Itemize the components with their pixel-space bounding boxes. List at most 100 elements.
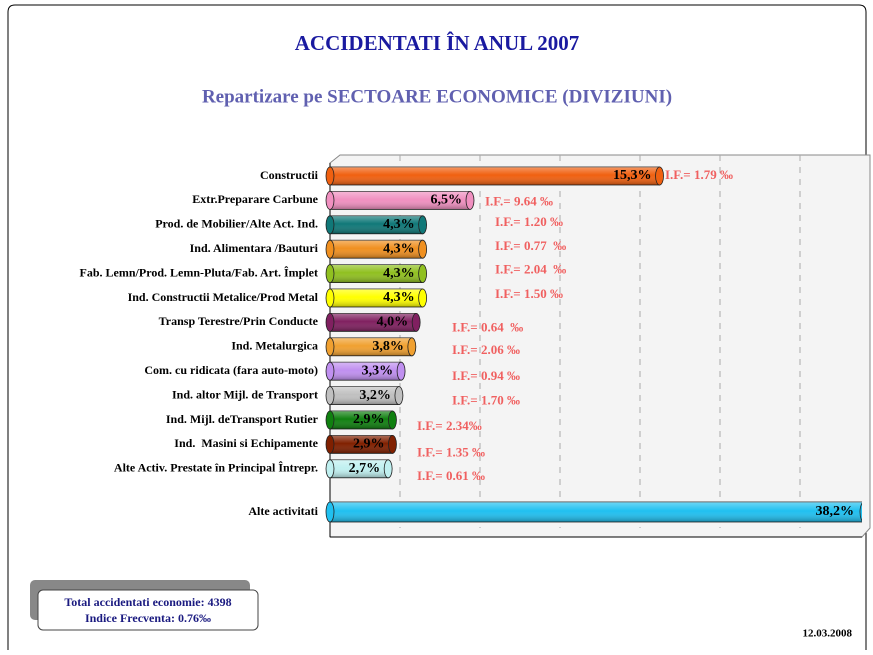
category-label: Ind. Mijl. deTransport Rutier bbox=[166, 412, 319, 426]
bar-base bbox=[325, 239, 335, 259]
bar-shade bbox=[330, 167, 660, 185]
bar-cap bbox=[396, 361, 406, 381]
category-label: Constructii bbox=[260, 168, 319, 182]
bar-base bbox=[325, 166, 335, 186]
annotation: I.F.= 9.64 ‰ bbox=[485, 193, 553, 208]
bar-base bbox=[325, 501, 335, 523]
bar bbox=[325, 386, 404, 406]
annotation: I.F.= 1.20 ‰ bbox=[495, 214, 563, 229]
bar-base bbox=[325, 386, 335, 406]
bar bbox=[325, 501, 862, 523]
bar-base bbox=[325, 264, 335, 284]
value-label: 15,3% bbox=[613, 168, 652, 183]
category-label: Ind. Metalurgica bbox=[231, 339, 318, 353]
bar-base bbox=[325, 312, 335, 332]
bar-base bbox=[325, 190, 335, 210]
value-label: 2,7% bbox=[349, 461, 381, 476]
bar-base bbox=[325, 288, 335, 308]
bar-cap bbox=[388, 434, 397, 454]
value-label: 2,9% bbox=[353, 412, 385, 427]
bar-cap bbox=[418, 288, 428, 308]
category-label: Ind. Alimentara /Bauturi bbox=[190, 241, 319, 255]
category-label: Fab. Lemn/Prod. Lemn-Pluta/Fab. Art. Împ… bbox=[80, 265, 318, 279]
bar-shade bbox=[330, 240, 423, 259]
bar-cap bbox=[394, 386, 404, 406]
value-label: 3,8% bbox=[372, 339, 404, 354]
bar-shade bbox=[330, 459, 389, 478]
bar-shade bbox=[330, 386, 399, 405]
category-label: Ind. Masini si Echipamente bbox=[174, 436, 318, 450]
summary-line: Total accidentati economie: 4398 bbox=[64, 595, 231, 609]
category-label: Prod. de Mobilier/Alte Act. Ind. bbox=[155, 217, 318, 231]
bar bbox=[325, 215, 428, 235]
chart-subtitle: Repartizare pe SECTOARE ECONOMICE (DIVIZ… bbox=[202, 86, 672, 107]
bar bbox=[325, 312, 421, 332]
bar bbox=[325, 288, 428, 308]
annotation: I.F.= 0.94 ‰ bbox=[452, 368, 520, 383]
bar-base bbox=[325, 337, 335, 357]
bar-base bbox=[325, 361, 335, 381]
bar bbox=[325, 190, 475, 210]
value-label: 4,3% bbox=[383, 217, 415, 232]
value-label: 4,3% bbox=[383, 290, 415, 305]
value-label: 38,2% bbox=[816, 504, 855, 519]
bar-shade bbox=[330, 289, 423, 307]
bar-shade bbox=[330, 337, 412, 356]
bar-base bbox=[325, 410, 335, 430]
bar-base bbox=[325, 215, 335, 235]
category-label: Alte Activ. Prestate în Principal Întrep… bbox=[114, 461, 318, 475]
annotation: I.F.= 1.50 ‰ bbox=[495, 286, 563, 301]
value-label: 6,5% bbox=[431, 193, 463, 208]
annotation: I.F.= 0.64 ‰ bbox=[452, 319, 523, 334]
category-label: Extr.Preparare Carbune bbox=[192, 192, 318, 206]
annotation: I.F.= 2.04 ‰ bbox=[495, 262, 566, 277]
value-label: 4,3% bbox=[383, 241, 415, 256]
bar-cap bbox=[418, 264, 428, 284]
summary-line: Indice Frecventa: 0.76‰ bbox=[85, 611, 211, 625]
value-label: 3,3% bbox=[362, 363, 394, 378]
value-label: 4,3% bbox=[383, 266, 415, 281]
category-label: Alte activitati bbox=[248, 504, 318, 518]
bar bbox=[325, 410, 397, 430]
bar bbox=[325, 166, 664, 186]
bar-base bbox=[325, 459, 335, 479]
bar bbox=[325, 264, 428, 284]
annotation: I.F.= 1.70 ‰ bbox=[452, 393, 520, 408]
bar-shade bbox=[330, 191, 470, 210]
annotation: I.F.= 2.34‰ bbox=[417, 418, 482, 433]
category-label: Transp Terestre/Prin Conducte bbox=[159, 314, 319, 328]
value-label: 4,0% bbox=[377, 315, 409, 330]
category-label: Com. cu ridicata (fara auto-moto) bbox=[144, 363, 318, 377]
frame bbox=[7, 4, 867, 650]
bar-shade bbox=[330, 411, 393, 429]
annotation: I.F.= 0.61 ‰ bbox=[417, 468, 485, 483]
bar-cap bbox=[465, 190, 475, 210]
bar-shade bbox=[330, 264, 423, 283]
bar-cap bbox=[655, 166, 664, 186]
bar bbox=[325, 434, 397, 454]
bar bbox=[325, 239, 428, 259]
category-label: Ind. altor Mijl. de Transport bbox=[172, 387, 318, 401]
bar-cap bbox=[418, 239, 428, 259]
annotation: I.F.= 1.79 ‰ bbox=[665, 167, 733, 182]
bar-shade bbox=[330, 313, 417, 332]
bars: 15,3% 6,5% 4,3% 4,3% 4,3% 4,3% 4,0% 3,8% 3,3% 3,2… bbox=[325, 166, 862, 523]
annotation: I.F.= 2.06 ‰ bbox=[452, 342, 520, 357]
chart-title: ACCIDENTATI ÎN ANUL 2007 bbox=[295, 31, 580, 55]
bar-shade bbox=[330, 502, 862, 522]
bar-shade bbox=[330, 215, 423, 234]
bar-base bbox=[325, 434, 335, 454]
category-label: Ind. Constructii Metalice/Prod Metal bbox=[128, 290, 319, 304]
bar-cap bbox=[411, 312, 421, 332]
bar bbox=[325, 361, 406, 381]
annotation: I.F.= 0.77 ‰ bbox=[495, 238, 566, 253]
value-label: 2,9% bbox=[353, 437, 385, 452]
bar-shade bbox=[330, 435, 393, 454]
bar bbox=[325, 337, 417, 357]
value-label: 3,2% bbox=[359, 388, 391, 403]
bar-cap bbox=[418, 215, 428, 235]
date: 12.03.2008 bbox=[803, 628, 853, 640]
bar-cap bbox=[388, 410, 397, 430]
bar-shade bbox=[330, 362, 402, 381]
